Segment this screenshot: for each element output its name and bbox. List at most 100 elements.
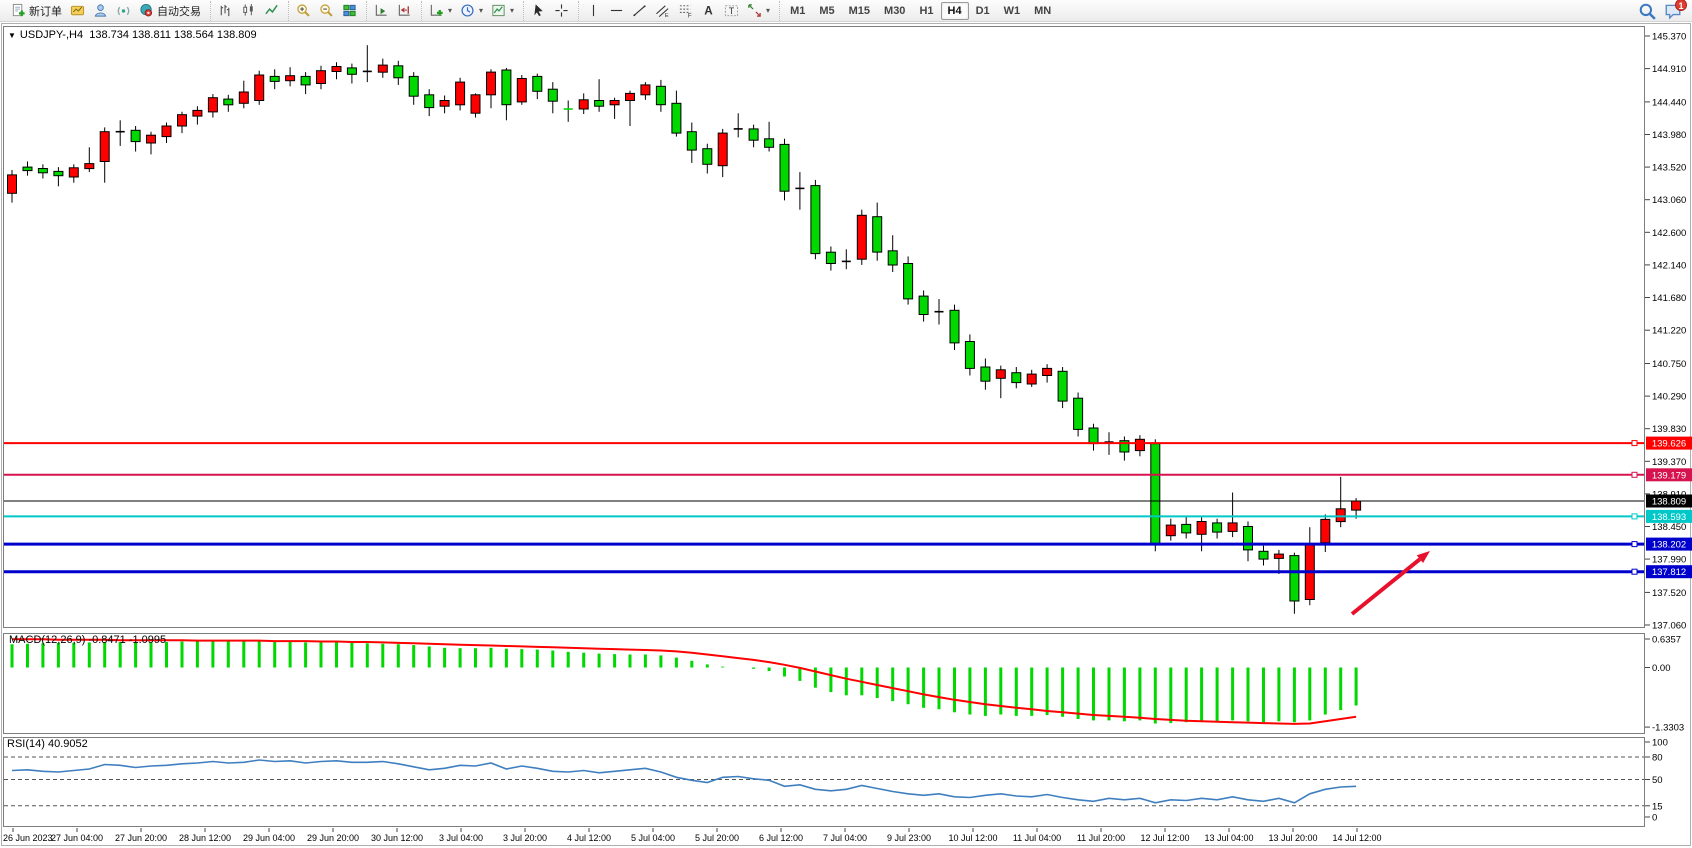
hline-138.202[interactable]	[4, 541, 1644, 548]
bar-chart-icon	[220, 4, 230, 17]
indicators-button[interactable]: ▾	[425, 1, 456, 21]
chart-window[interactable]: 145.370 144.910 144.440 143.980 143.520 143.0…	[0, 22, 1692, 848]
signals-icon	[117, 6, 130, 16]
candlestick-chart-button[interactable]	[237, 1, 260, 21]
svg-text:137.812: 137.812	[1652, 567, 1686, 578]
timeframe-h1-button[interactable]: H1	[919, 4, 934, 17]
svg-text:138.809: 138.809	[1652, 497, 1686, 508]
rsi-indicator-label: RSI(14) 40.9052	[7, 738, 88, 750]
arrows-button[interactable]: ▾	[743, 1, 774, 21]
equidistant-channel-button[interactable]: E	[651, 1, 674, 21]
hline-handle[interactable]	[1631, 513, 1638, 520]
symbol-dropdown-icon[interactable]: ▼	[8, 31, 16, 40]
svg-text:3 Jul 04:00: 3 Jul 04:00	[439, 833, 483, 843]
text-button[interactable]: A	[697, 1, 720, 21]
zoom-out-icon	[320, 4, 333, 17]
horizontal-line-button[interactable]	[605, 1, 628, 21]
auto-trading-icon	[140, 3, 153, 17]
clock-icon	[461, 4, 474, 17]
svg-text:10 Jul 12:00: 10 Jul 12:00	[948, 833, 997, 843]
auto-trading-button[interactable]: 自动交易	[135, 1, 205, 21]
hline-handle[interactable]	[1631, 440, 1638, 447]
search-button[interactable]	[1638, 2, 1656, 20]
price-axis: 145.370 144.910 144.440 143.980 143.520 143.0…	[1645, 32, 1686, 824]
hline-handle[interactable]	[1631, 471, 1638, 478]
svg-text:141.680: 141.680	[1652, 293, 1686, 304]
candlesticks-layer	[7, 45, 1362, 614]
chart-profile-button[interactable]	[66, 1, 89, 21]
auto-trading-button-label: 自动交易	[157, 5, 201, 18]
dropdown-caret-icon[interactable]: ▾	[766, 6, 771, 15]
text-label-button[interactable]: T	[720, 1, 743, 21]
hline-handle[interactable]	[1631, 568, 1638, 575]
timeframe-m30-button[interactable]: M30	[884, 4, 906, 17]
hline-icon	[610, 9, 623, 12]
tile-windows-button[interactable]	[338, 1, 361, 21]
chart-title: ▼ USDJPY-,H4 138.734 138.811 138.564 138.…	[8, 29, 257, 41]
indicators-icon	[430, 4, 443, 16]
toolbar-group-trade: 新订单 自动交易	[4, 1, 208, 21]
timeframe-m5-button[interactable]: M5	[819, 4, 835, 17]
svg-text:0: 0	[1652, 813, 1657, 824]
trendline-button[interactable]	[628, 1, 651, 21]
svg-text:0.00: 0.00	[1652, 663, 1671, 674]
community-button[interactable]: 1	[1664, 0, 1687, 20]
line-chart-button[interactable]	[260, 1, 283, 21]
toolbar-group-insert: ▾ ▾ ▾	[421, 0, 521, 21]
svg-text:138.593: 138.593	[1652, 512, 1686, 523]
new-order-button[interactable]: 新订单	[7, 1, 66, 21]
svg-text:29 Jun 20:00: 29 Jun 20:00	[307, 833, 359, 843]
fibonacci-button[interactable]: F	[674, 1, 697, 21]
macd-pane[interactable]	[3, 633, 1645, 734]
hline-139.179[interactable]	[4, 471, 1644, 478]
timeframe-mn-button[interactable]: MN	[1034, 4, 1052, 17]
hline-handle[interactable]	[1631, 541, 1638, 548]
svg-text:50: 50	[1652, 775, 1663, 786]
hline-139.626[interactable]	[4, 440, 1644, 447]
profile-icon	[94, 4, 107, 17]
crosshair-button[interactable]	[550, 1, 573, 21]
toolbar-group-timeframes: M1 M5 M15 M30 H1 H4 D1 W1 MN	[779, 0, 1061, 21]
zoom-in-button[interactable]	[292, 1, 315, 21]
vertical-line-button[interactable]	[582, 1, 605, 21]
signals-button[interactable]	[112, 1, 135, 21]
svg-text:139.370: 139.370	[1652, 457, 1686, 468]
trend-arrow-annotation[interactable]	[1350, 551, 1430, 616]
chart-canvas[interactable]: 145.370 144.910 144.440 143.980 143.520 143.0…	[0, 22, 1692, 848]
svg-text:145.370: 145.370	[1652, 32, 1686, 43]
bar-chart-button[interactable]	[214, 1, 237, 21]
svg-text:27 Jun 20:00: 27 Jun 20:00	[115, 833, 167, 843]
cursor-button[interactable]	[527, 1, 550, 21]
accounts-button[interactable]	[89, 1, 112, 21]
toolbar-group-zoom	[288, 0, 364, 21]
toolbar-group-objects: E F A T ▾	[578, 0, 777, 21]
hline-138.593[interactable]	[4, 513, 1644, 520]
dropdown-caret-icon[interactable]: ▾	[479, 6, 484, 15]
chart-ohlc-values: 138.734 138.811 138.564 138.809	[89, 29, 257, 41]
periods-button[interactable]: ▾	[456, 1, 487, 21]
svg-text:11 Jul 04:00: 11 Jul 04:00	[1013, 833, 1061, 843]
timeframe-m15-button[interactable]: M15	[848, 4, 871, 17]
timeframe-h4-button[interactable]: H4	[940, 1, 969, 20]
zoom-out-button[interactable]	[315, 1, 338, 21]
line-chart-icon	[265, 4, 278, 15]
toolbar-group-scroll	[366, 0, 419, 21]
hline-137.812[interactable]	[4, 568, 1644, 575]
rsi-pane[interactable]	[3, 737, 1645, 827]
main-chart-pane[interactable]	[3, 26, 1645, 628]
svg-text:5 Jul 20:00: 5 Jul 20:00	[695, 833, 739, 843]
chart-shift-icon	[398, 4, 410, 16]
svg-text:139.626: 139.626	[1652, 439, 1686, 450]
svg-text:143.060: 143.060	[1652, 195, 1686, 206]
timeframe-m1-button[interactable]: M1	[790, 4, 806, 17]
timeframe-w1-button[interactable]: W1	[1003, 4, 1021, 17]
timeframe-d1-button[interactable]: D1	[975, 4, 990, 17]
macd-indicator-label: MACD(12,26,9) -0.8471 -1.0995	[9, 634, 167, 646]
auto-scroll-button[interactable]	[370, 1, 393, 21]
dropdown-caret-icon[interactable]: ▾	[510, 6, 515, 15]
chart-shift-button[interactable]	[393, 1, 416, 21]
dropdown-caret-icon[interactable]: ▾	[448, 6, 453, 15]
svg-text:143.980: 143.980	[1652, 130, 1686, 141]
templates-button[interactable]: ▾	[487, 1, 518, 21]
